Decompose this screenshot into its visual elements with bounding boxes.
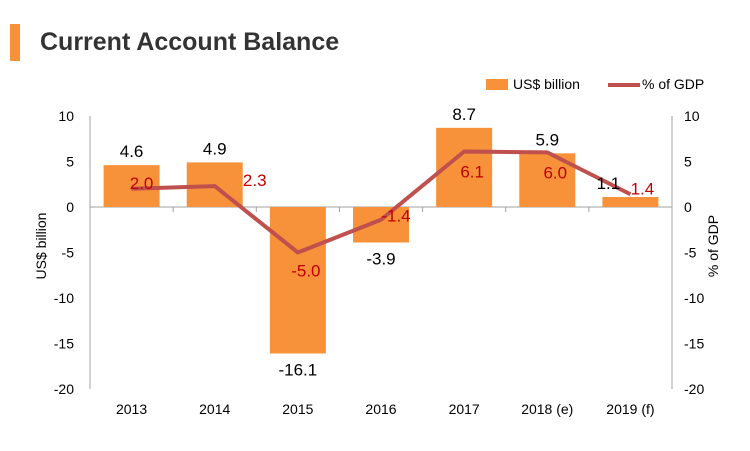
y2-tick-label: 10 bbox=[684, 108, 700, 124]
line-value-label: -5.0 bbox=[291, 262, 320, 281]
bar-value-label: 1.1 bbox=[597, 174, 621, 193]
bars bbox=[103, 127, 659, 354]
y-tick-label: -5 bbox=[62, 245, 75, 261]
bar-value-label: 4.6 bbox=[120, 142, 144, 161]
y-tick-label: 5 bbox=[66, 154, 74, 170]
x-tick-label: 2016 bbox=[365, 401, 396, 417]
y-tick-label: -15 bbox=[54, 336, 74, 352]
x-tick-label: 2015 bbox=[282, 401, 313, 417]
line-value-label: 6.1 bbox=[460, 162, 484, 181]
x-tick-label: 2019 (f) bbox=[606, 401, 654, 417]
bar bbox=[602, 196, 659, 207]
x-tick-label: 2017 bbox=[449, 401, 480, 417]
tick-labels: 10 5 0 -5 -10 -15 -20 10 5 0 -5 -10 -15 -20 2013 2014 20… bbox=[54, 108, 705, 417]
y-axis-label: US$ billion bbox=[33, 213, 49, 280]
x-tick-label: 2014 bbox=[199, 401, 230, 417]
y-tick-label: -20 bbox=[54, 381, 74, 397]
y2-tick-label: -20 bbox=[684, 381, 704, 397]
gdp-line-path bbox=[131, 149, 632, 255]
line-value-label: 2.0 bbox=[130, 174, 154, 193]
data-labels: 4.6 4.9 -16.1 -3.9 8.7 5.9 1.1 2.0 2.3 -5.0 -1.4 6.… bbox=[120, 105, 654, 380]
bar-value-label: 8.7 bbox=[452, 105, 476, 124]
y2-axis-label: % of GDP bbox=[705, 215, 721, 277]
title-accent-bar bbox=[10, 24, 20, 61]
x-tick-label: 2018 (e) bbox=[521, 401, 573, 417]
bar-value-label: 4.9 bbox=[203, 139, 227, 158]
y-tick-label: -10 bbox=[54, 290, 74, 306]
line-value-label: -1.4 bbox=[381, 207, 410, 226]
y2-tick-label: -5 bbox=[684, 245, 697, 261]
bar bbox=[103, 165, 160, 207]
bar-value-label: 5.9 bbox=[535, 130, 559, 149]
y2-tick-label: -10 bbox=[684, 290, 704, 306]
y-tick-label: 10 bbox=[58, 108, 74, 124]
y2-tick-label: -15 bbox=[684, 336, 704, 352]
y2-tick-label: 0 bbox=[684, 199, 692, 215]
legend-label-line: % of GDP bbox=[642, 76, 704, 92]
gdp-line bbox=[131, 149, 632, 255]
y2-tick-label: 5 bbox=[684, 154, 692, 170]
chart-title: Current Account Balance bbox=[40, 28, 340, 56]
bar-value-label: -16.1 bbox=[278, 361, 317, 380]
legend-swatch-bar bbox=[486, 79, 508, 90]
line-value-label: 6.0 bbox=[543, 163, 567, 182]
x-tick-label: 2013 bbox=[116, 401, 147, 417]
bar bbox=[353, 207, 409, 243]
line-value-label: 1.4 bbox=[631, 179, 655, 198]
line-value-label: 2.3 bbox=[243, 171, 267, 190]
bar bbox=[269, 207, 326, 354]
y-tick-label: 0 bbox=[66, 199, 74, 215]
bar-value-label: -3.9 bbox=[366, 249, 395, 268]
legend-label-bar: US$ billion bbox=[513, 76, 580, 92]
legend: US$ billion % of GDP bbox=[486, 76, 704, 92]
